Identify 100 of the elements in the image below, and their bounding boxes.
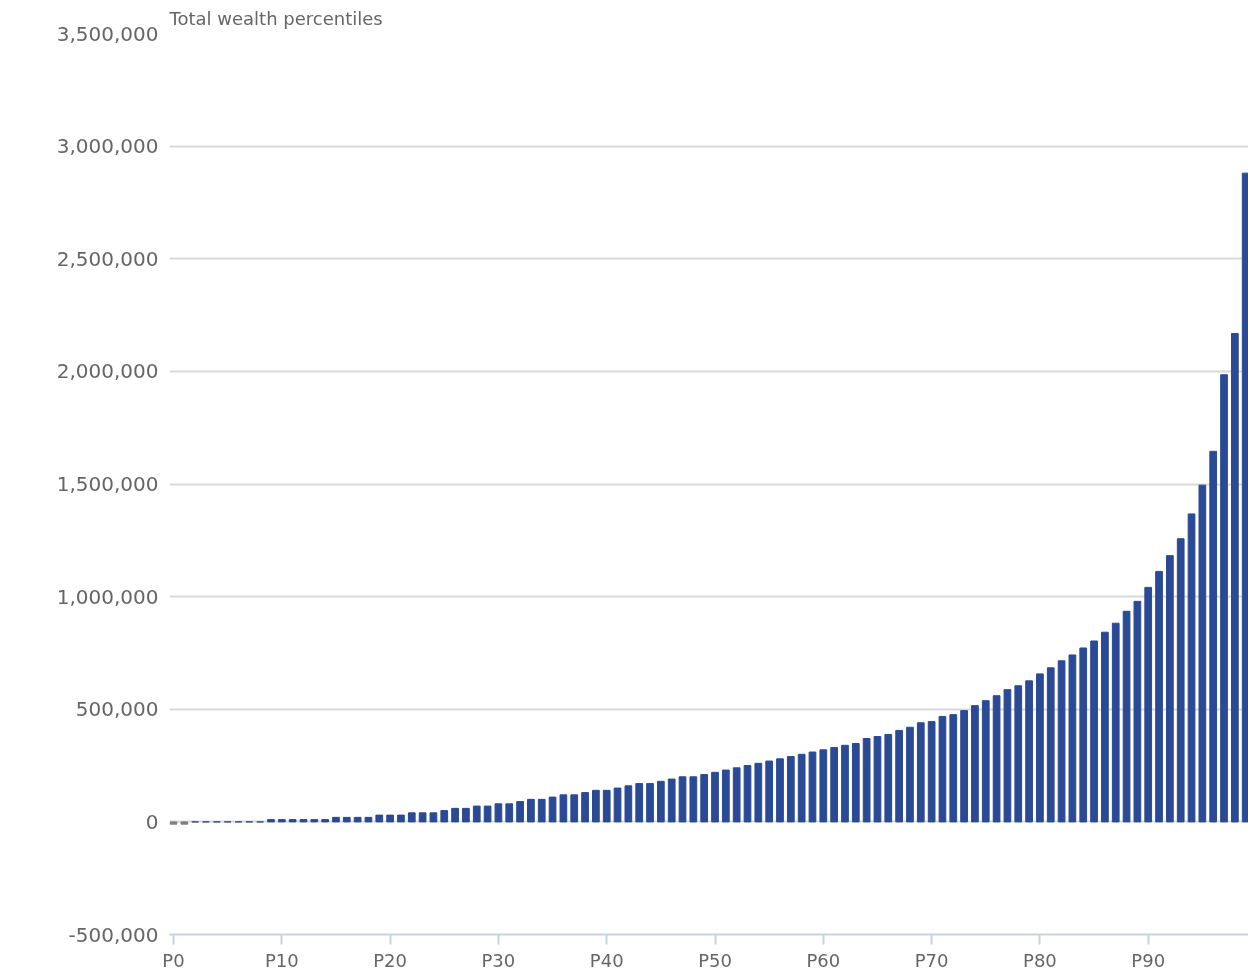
bar [364,816,373,823]
x-tick-label: P10 [264,949,299,971]
bar [862,738,871,823]
bar [537,798,546,823]
y-tick-label: 1,500,000 [56,472,159,496]
bar [288,819,297,823]
bar [1101,631,1109,823]
bar [592,789,600,823]
bar [992,695,1001,823]
bar [721,769,730,823]
bar [808,751,817,823]
y-tick-label: 2,500,000 [56,246,159,271]
bar [397,814,405,823]
bar [429,812,438,823]
bar [851,742,860,823]
bar [971,705,979,823]
bar [548,796,557,823]
bar [451,807,459,823]
bar [960,710,968,823]
bar [1036,673,1044,823]
bar [646,783,654,823]
bar [1122,610,1131,823]
bar [310,819,319,823]
bar [559,794,568,823]
y-tick-label: -500,000 [68,922,159,947]
bar [667,778,676,823]
bar [342,816,351,823]
bar [613,787,622,823]
bar [1187,513,1196,823]
bar [180,821,189,825]
bar [1057,660,1066,823]
bar [462,807,470,823]
y-tick-label: 0 [145,809,159,834]
y-tick-label: 3,000,000 [56,134,159,159]
bar [1068,654,1077,823]
bar [873,736,882,823]
bar [277,819,286,823]
bar [949,714,958,823]
bar [494,803,503,823]
bar [895,729,903,823]
bar [505,803,514,823]
bar [689,776,698,823]
bar [375,814,384,823]
bar [1209,450,1218,823]
bar [624,785,633,823]
bar [916,722,925,823]
bar [472,805,481,823]
bar [1176,538,1185,823]
bar [1133,600,1142,823]
bar [440,810,449,823]
bar [1014,685,1023,823]
bar [570,794,579,823]
bar [353,816,362,823]
bar [1003,689,1012,823]
bar [1231,333,1239,823]
x-tick-label: P50 [698,949,732,971]
bar [678,776,687,823]
bar [1144,586,1153,823]
x-tick-label: P60 [806,949,841,971]
bar [786,756,795,823]
bar [927,721,936,823]
bar [321,819,329,823]
x-tick-label: P90 [1131,949,1166,971]
x-tick-label: P80 [1023,949,1057,971]
bar [906,726,914,823]
x-tick-label: P70 [914,949,949,971]
y-tick-label: 3,500,000 [56,21,159,46]
bar [743,765,752,823]
bar [711,771,719,823]
bar [700,774,709,823]
bar [635,783,644,823]
x-tick-label: P0 [162,949,185,971]
x-tick-label: P30 [481,949,516,971]
bar [1079,647,1088,823]
bar [884,733,893,823]
bar [602,789,611,823]
bar [407,812,416,823]
chart-title: Total wealth percentiles [168,7,383,29]
bar [981,700,990,823]
bar [657,780,665,823]
bar [1220,374,1228,823]
bar [938,715,947,823]
bar [1111,622,1120,823]
bar [299,819,308,823]
bar [169,821,178,825]
x-tick-label: P20 [373,949,407,971]
bar [332,816,340,823]
bar [819,749,828,823]
bar [1198,484,1207,823]
bar [1166,555,1174,823]
y-tick-label: 500,000 [75,697,159,722]
bar [1241,172,1248,823]
x-tick-label: P40 [589,949,624,971]
y-tick-label: 2,000,000 [56,359,159,384]
bar [754,762,763,823]
bar [830,747,838,823]
bar [581,792,589,823]
bar [1025,680,1033,823]
y-tick-label: 1,000,000 [56,584,159,609]
bar [732,767,741,823]
